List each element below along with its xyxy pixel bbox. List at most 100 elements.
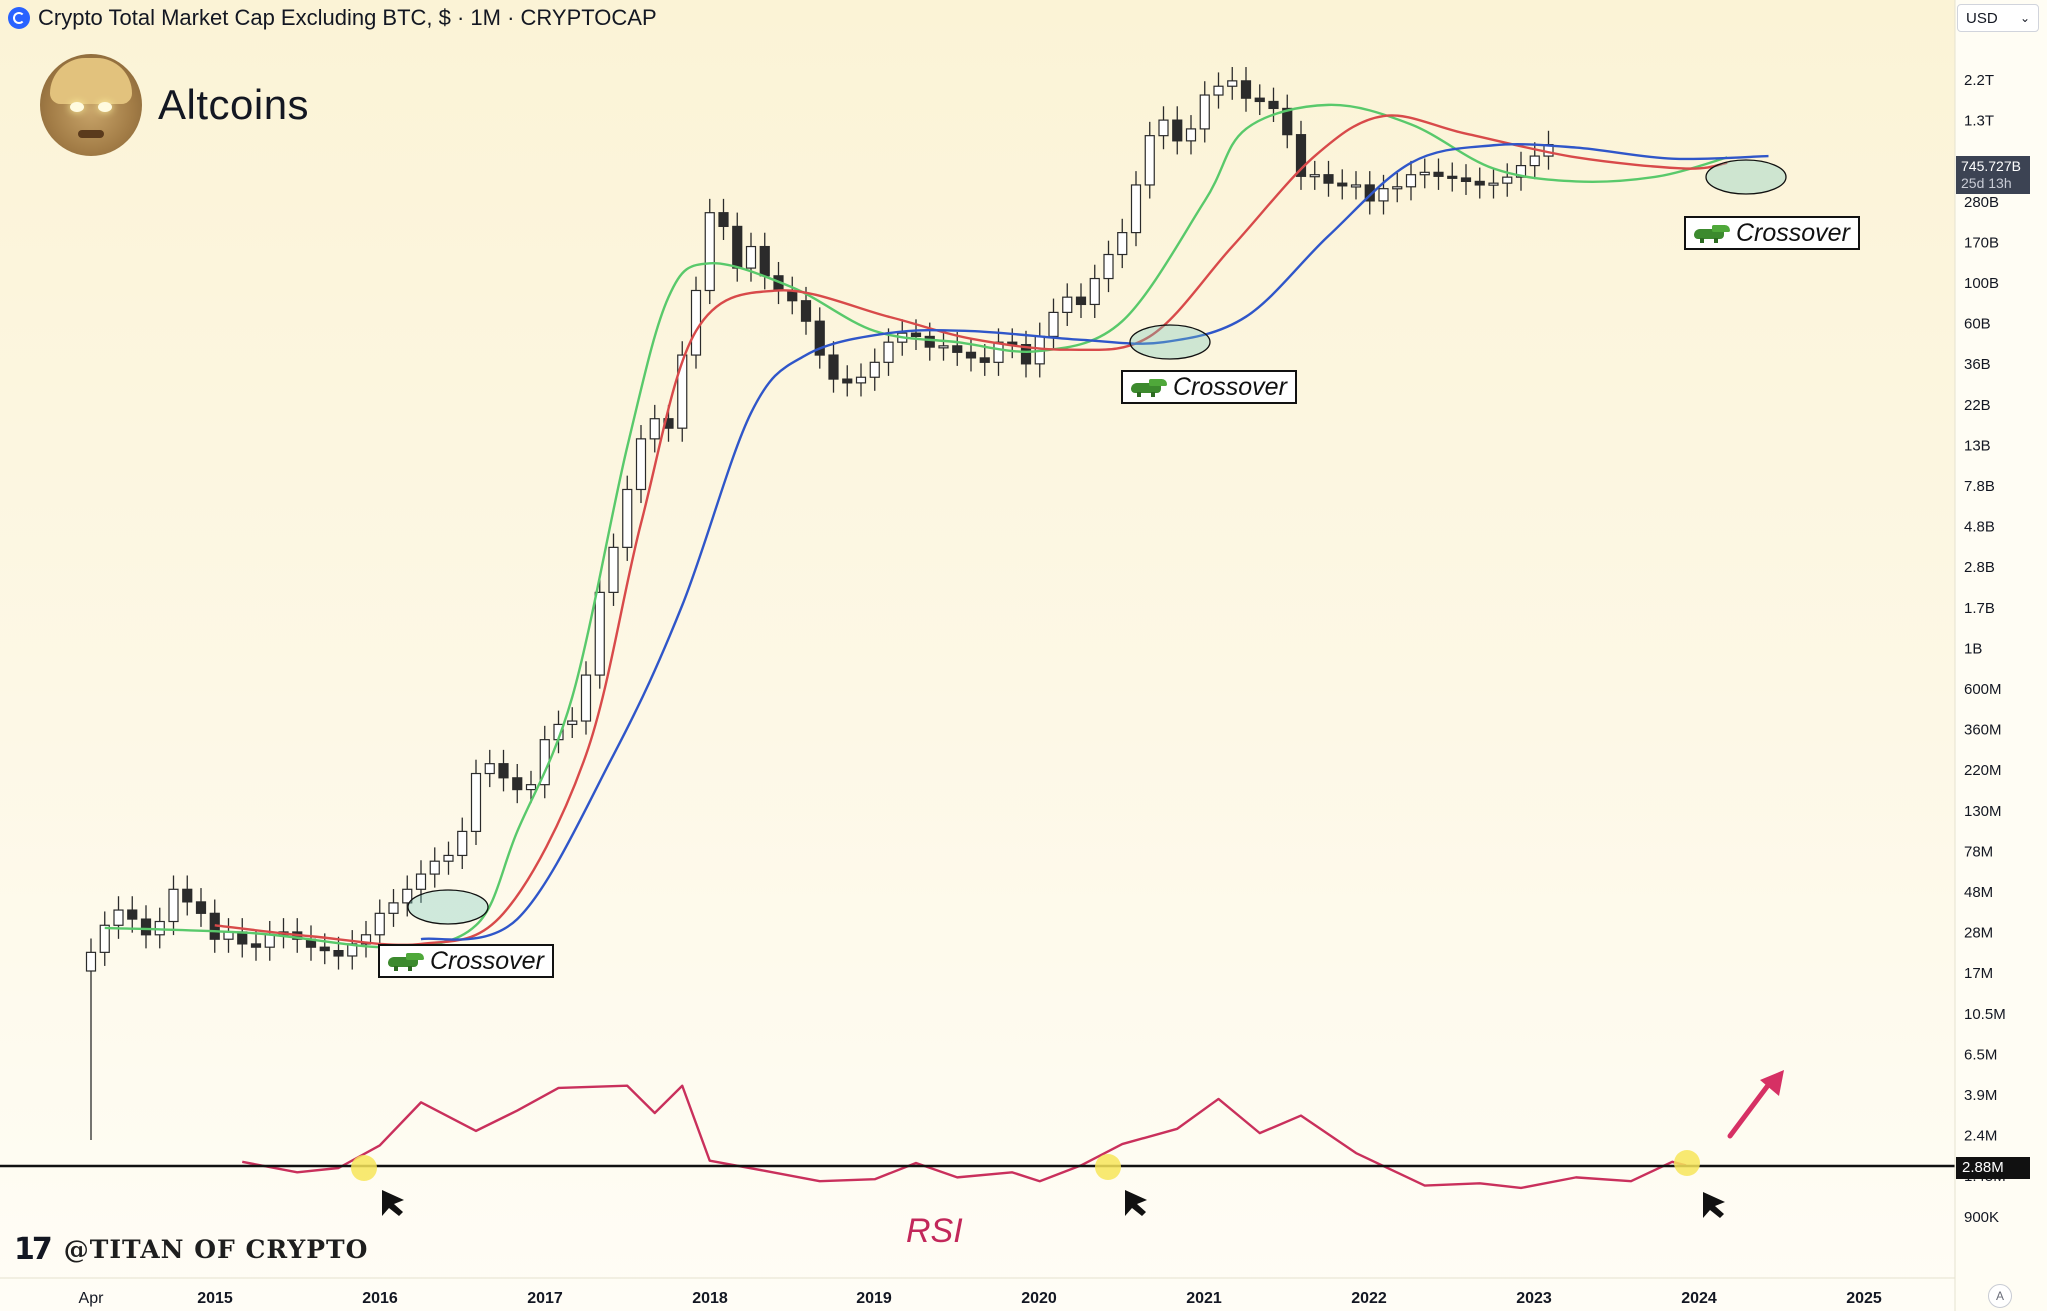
crocodile-icon [1131,377,1167,397]
candle-up [1502,176,1513,184]
crossover-ellipse [1129,324,1211,360]
rsi-highlight-dot [1674,1150,1700,1176]
candle-up [608,546,619,593]
candle-up [993,341,1004,363]
candle-down [1364,184,1375,202]
candle-down [965,351,977,359]
crossover-label-2024: Crossover [1684,216,1860,250]
auto-scale-button[interactable]: A [1988,1284,2012,1308]
last-price-value: 745.727B [1961,158,2021,174]
candle-up [1309,174,1320,178]
price-tick-label: 22B [1964,397,1991,414]
crossover-text: Crossover [1173,372,1287,401]
candle-up [1419,171,1430,176]
candle-up [690,289,702,356]
candle-up [1144,135,1155,186]
time-axis: Apr 2015 2016 2017 2018 2019 2020 2021 2022 2023 2… [0,1277,1955,1307]
crossover-ellipse [407,889,489,925]
price-tick-label: 220M [1964,762,2002,779]
time-tick-label: 2017 [527,1290,563,1307]
currency-selector[interactable]: USD ⌄ [1957,4,2039,32]
time-tick-label: 2020 [1021,1290,1057,1307]
candle-down [1337,182,1348,187]
candle-down [1020,344,1032,365]
price-tick-label: 13B [1964,437,1991,454]
candle-down [1282,107,1293,136]
price-tick-label: 17M [1964,965,1993,982]
candle-down [952,345,963,353]
candle-down [1240,80,1252,99]
candle-up [938,345,949,349]
price-tick-label: 2.4M [1964,1128,1997,1145]
time-tick-label: 2025 [1846,1290,1882,1307]
price-tick-label: 3.9M [1964,1087,1997,1104]
candle-up [622,488,633,548]
candle-up [1350,184,1362,188]
cryptocap-logo-icon [8,7,30,29]
price-tick-label: 60B [1964,316,1991,333]
price-tick-label: 130M [1964,803,2002,820]
brand-name: Altcoins [158,81,310,128]
candle-up [113,909,124,926]
ma-line-3 [420,142,1769,941]
candle-down [800,300,812,322]
price-tick-label: 2.8B [1964,559,1995,576]
candle-up [635,438,647,491]
price-tick-label: 10.5M [1964,1006,2006,1023]
candle-up [415,873,427,890]
cursor-arrow-icon [1703,1192,1725,1218]
candle-up [457,830,468,857]
candle-down [1268,100,1279,110]
candle-down [979,357,990,363]
candle-up [443,854,454,862]
crocodile-icon [1694,223,1730,243]
price-tick-label: 36B [1964,356,1991,373]
candle-down [512,777,523,791]
candle-up [1185,128,1197,142]
candle-down [1295,134,1307,177]
candle-up [567,720,578,726]
candle-up [704,212,715,292]
candle-down [924,335,935,348]
chart-header: Crypto Total Market Cap Excluding BTC, $… [8,4,657,32]
cursor-arrow-icon [1125,1190,1147,1216]
candle-down [182,888,193,903]
candle-up [649,418,660,440]
price-tick-label: 1.7B [1964,600,1995,617]
candle-up [580,674,592,722]
bar-countdown: 25d 13h [1961,175,2012,191]
candle-up [1062,296,1073,313]
candle-down [1433,171,1444,177]
candle-up [1529,155,1540,167]
time-tick-label: 2015 [197,1290,233,1307]
candle-up [1515,164,1527,178]
candle-down [250,943,262,948]
candle-up [883,341,894,363]
candle-up [1048,311,1059,338]
last-price-tag: 745.727B 25d 13h [1956,156,2030,194]
price-tick-label: 280B [1964,194,1999,211]
time-tick-label: 2016 [362,1290,398,1307]
candle-down [1254,97,1265,103]
candle-up [677,354,688,429]
rsi-level-tag: 2.88M [1956,1157,2030,1179]
candle-down [1447,175,1458,179]
symbol-title[interactable]: Crypto Total Market Cap Excluding BTC, $… [38,5,657,30]
crossover-label-2016: Crossover [378,944,554,978]
crossover-ellipse [1705,159,1787,195]
up-arrow-icon [1760,1070,1784,1096]
price-tick-label: 2.2T [1964,72,1994,89]
price-tick-label: 78M [1964,843,1993,860]
candles [85,67,1554,1140]
candle-down [1172,119,1183,142]
candle-down [842,378,853,384]
candle-up [1130,184,1142,234]
candle-down [1474,180,1485,186]
candle-up [1089,277,1100,306]
currency-value: USD [1966,9,1998,27]
rsi-highlight-dot [351,1155,377,1181]
candle-up [1117,232,1128,256]
candle-down [333,949,344,957]
watermark-text: @TITAN OF CRYPTO [63,1235,369,1264]
